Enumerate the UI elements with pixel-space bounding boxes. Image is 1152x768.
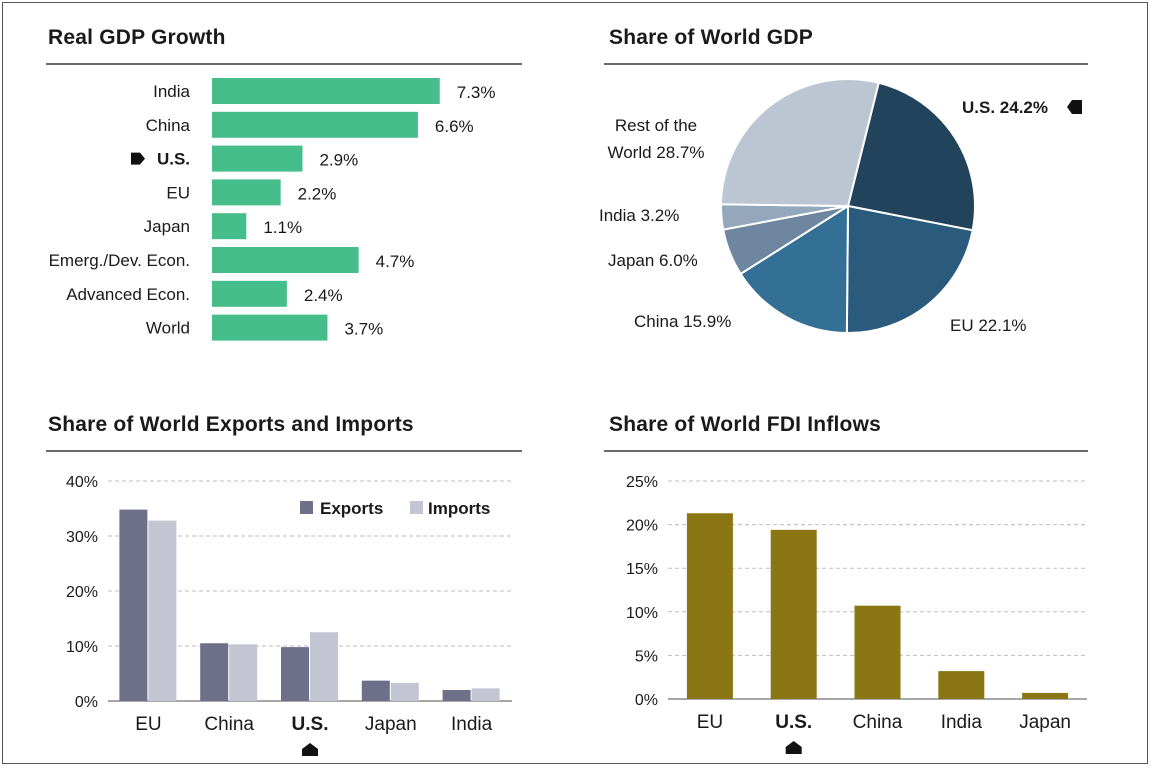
imports-bar-japan bbox=[390, 682, 419, 701]
x-category-label: India bbox=[451, 714, 493, 735]
trade-title: Share of World Exports and Imports bbox=[48, 413, 414, 436]
gdp-category-label: EU bbox=[166, 183, 190, 202]
imports-bar-u-s bbox=[310, 632, 338, 701]
gdp-bar-eu bbox=[212, 179, 281, 206]
gdp-category-label: World bbox=[146, 319, 190, 338]
x-category-label: EU bbox=[135, 714, 161, 735]
legend-exports-swatch bbox=[300, 501, 313, 514]
gdp-value-label: 6.6% bbox=[435, 117, 474, 136]
y-tick-label: 25% bbox=[626, 474, 658, 491]
exports-bar-india bbox=[442, 690, 471, 701]
gdp-growth-rule bbox=[46, 63, 522, 65]
us-highlight-marker-icon bbox=[131, 152, 145, 165]
world-gdp-rule bbox=[604, 63, 1088, 65]
gdp-growth-title: Real GDP Growth bbox=[48, 26, 226, 49]
imports-bar-china bbox=[229, 644, 258, 701]
us-highlight-marker-icon bbox=[785, 741, 802, 754]
pie-label-china: China 15.9% bbox=[634, 312, 731, 331]
gdp-bar-advanced-econ bbox=[212, 280, 287, 307]
x-category-label: U.S. bbox=[775, 712, 812, 733]
x-category-label: Japan bbox=[365, 714, 417, 735]
y-tick-label: 15% bbox=[626, 561, 658, 578]
gdp-bar-world bbox=[212, 314, 328, 341]
exports-bar-u-s bbox=[281, 647, 309, 701]
gdp-bar-china bbox=[212, 111, 418, 138]
exports-bar-china bbox=[200, 643, 229, 701]
exports-bar-eu bbox=[119, 509, 148, 701]
gdp-bar-u-s bbox=[212, 145, 303, 172]
pie-slice-us bbox=[846, 81, 976, 232]
imports-bar-eu bbox=[148, 520, 177, 701]
gdp-value-label: 1.1% bbox=[263, 218, 302, 237]
pie-slice-eu bbox=[845, 204, 974, 334]
y-tick-label: 10% bbox=[66, 639, 98, 656]
pie-slice-china bbox=[739, 204, 850, 335]
gdp-category-label: China bbox=[146, 116, 191, 135]
y-tick-label: 30% bbox=[66, 529, 98, 546]
gdp-value-label: 2.2% bbox=[298, 184, 337, 203]
gdp-bar-japan bbox=[212, 213, 247, 240]
x-category-label: China bbox=[204, 714, 254, 735]
x-category-label: U.S. bbox=[292, 714, 329, 735]
fdi-bar-japan bbox=[1022, 692, 1069, 699]
y-tick-label: 0% bbox=[635, 692, 658, 709]
world-gdp-title: Share of World GDP bbox=[609, 26, 813, 49]
y-tick-label: 20% bbox=[66, 584, 98, 601]
us-highlight-marker-icon bbox=[302, 743, 318, 756]
gdp-value-label: 7.3% bbox=[457, 83, 496, 102]
legend-imports-swatch bbox=[410, 501, 423, 514]
trade-rule bbox=[46, 450, 522, 452]
fdi-bar-india bbox=[938, 671, 985, 699]
gdp-category-label: India bbox=[153, 82, 190, 101]
gdp-category-label: Japan bbox=[144, 217, 190, 236]
pie-label-rest-of-world: Rest of the bbox=[615, 116, 697, 135]
x-category-label: India bbox=[941, 712, 983, 733]
us-highlight-marker-icon bbox=[1067, 100, 1082, 114]
gdp-value-label: 3.7% bbox=[344, 320, 383, 339]
pie-slice-rest-of-world bbox=[719, 78, 880, 208]
fdi-title: Share of World FDI Inflows bbox=[609, 413, 881, 436]
x-category-label: Japan bbox=[1019, 712, 1071, 733]
gdp-category-label: Advanced Econ. bbox=[66, 285, 190, 304]
y-tick-label: 40% bbox=[66, 474, 98, 491]
pie-label-us: U.S. 24.2% bbox=[962, 98, 1048, 117]
x-category-label: EU bbox=[697, 712, 723, 733]
gdp-bar-india bbox=[212, 78, 440, 104]
y-tick-label: 10% bbox=[626, 605, 658, 622]
gdp-value-label: 2.9% bbox=[319, 151, 358, 170]
legend-imports-label: Imports bbox=[428, 499, 490, 518]
x-category-label: China bbox=[853, 712, 903, 733]
pie-label-rest-of-world: World 28.7% bbox=[607, 143, 704, 162]
exports-bar-japan bbox=[361, 680, 390, 701]
gdp-category-label: U.S. bbox=[157, 150, 190, 169]
y-tick-label: 20% bbox=[626, 518, 658, 535]
y-tick-label: 5% bbox=[635, 648, 658, 665]
fdi-bar-china bbox=[854, 605, 901, 699]
pie-label-india: India 3.2% bbox=[599, 206, 679, 225]
pie-label-japan: Japan 6.0% bbox=[608, 251, 698, 270]
fdi-bar-eu bbox=[686, 513, 733, 699]
fdi-bar-u-s bbox=[770, 529, 817, 699]
gdp-bar-emerg-dev-econ bbox=[212, 247, 359, 273]
gdp-value-label: 2.4% bbox=[304, 286, 343, 305]
y-tick-label: 0% bbox=[75, 694, 98, 711]
legend-exports-label: Exports bbox=[320, 499, 383, 518]
imports-bar-india bbox=[471, 688, 500, 701]
fdi-rule bbox=[604, 450, 1088, 452]
gdp-category-label: Emerg./Dev. Econ. bbox=[49, 251, 190, 270]
gdp-value-label: 4.7% bbox=[376, 252, 415, 271]
pie-label-eu: EU 22.1% bbox=[950, 316, 1027, 335]
